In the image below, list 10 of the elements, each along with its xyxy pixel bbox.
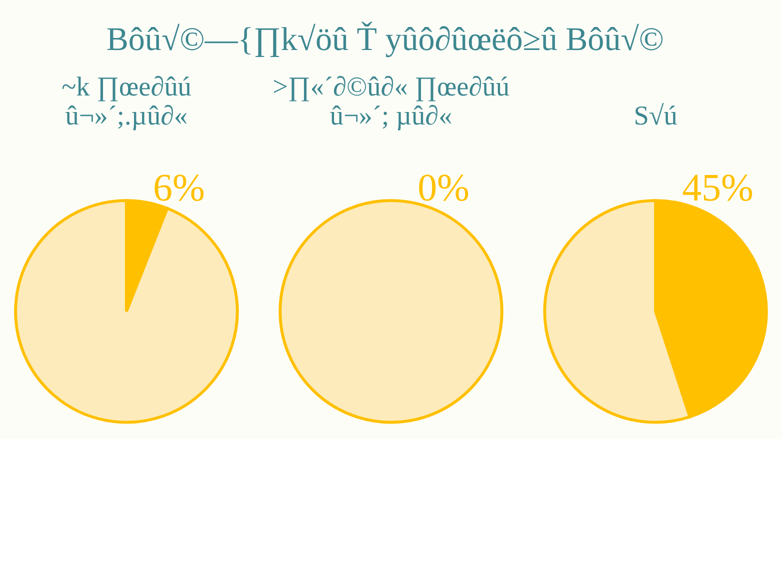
text: >∏«´∂©û∂« ∏œe∂ûú <box>272 71 510 102</box>
pie-slice <box>14 199 239 424</box>
text: 0% <box>418 166 470 210</box>
text: S√ú <box>634 100 678 131</box>
data-label: 6% <box>153 166 205 210</box>
data-label: 45% <box>682 166 754 210</box>
text: û¬»´;.µû∂« <box>65 100 188 131</box>
text: Bôû√©—{∏k√öû Ť yûô∂ûœëô≥û Bôû√© <box>106 20 664 58</box>
text: û¬»´; µû∂« <box>330 100 452 131</box>
text: ~k ∏œe∂ûú <box>61 71 192 102</box>
